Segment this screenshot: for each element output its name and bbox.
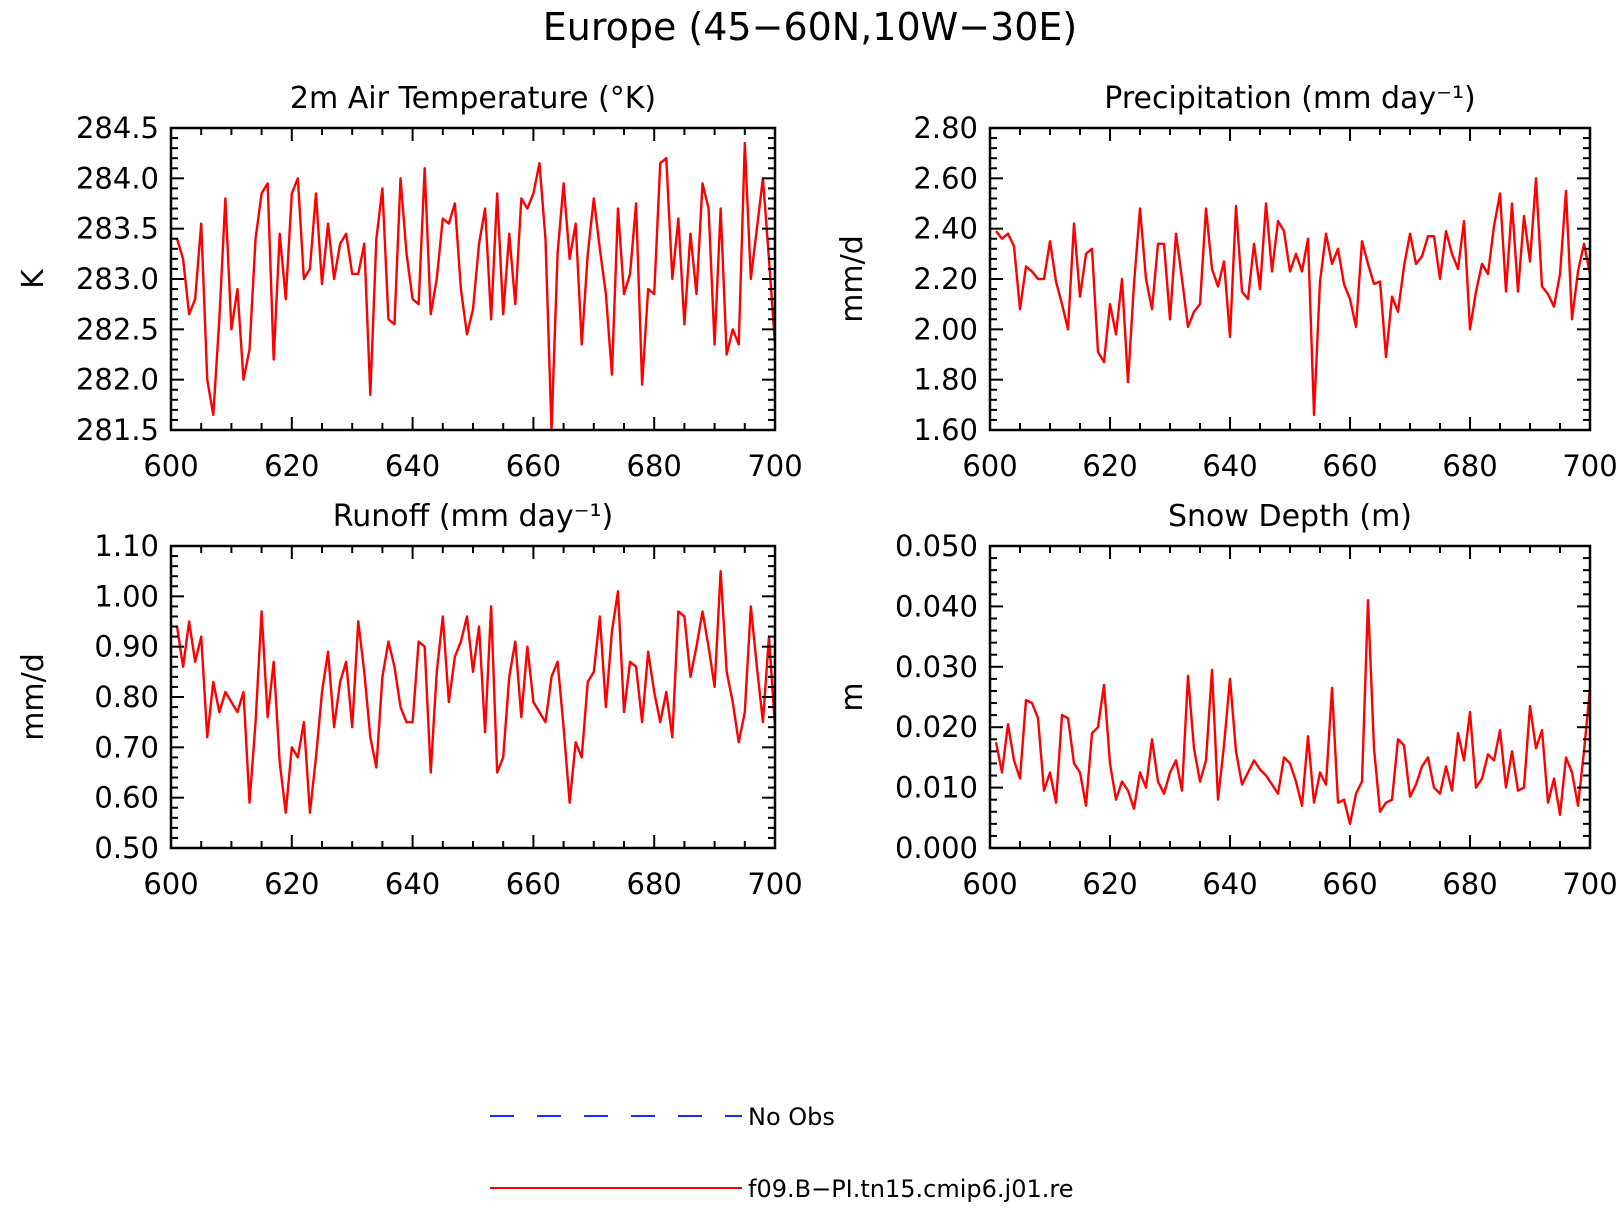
panels: 600 620 640 660 680 700 281.5 282.0 282.5 283.0 28… — [16, 81, 1618, 901]
series-line — [175, 141, 775, 430]
y-axis-label: K — [16, 268, 51, 289]
x-tick-label: 600 — [962, 867, 1017, 901]
y-axis-label: mm/d — [16, 653, 51, 741]
series-line — [175, 569, 775, 814]
y-tick-label: 2.20 — [913, 262, 978, 296]
y-tick-label: 283.0 — [76, 262, 159, 296]
y-tick-label: 0.60 — [94, 781, 159, 815]
y-tick-label: 0.020 — [895, 710, 978, 744]
x-tick-label: 620 — [264, 867, 319, 901]
y-tick-label: 1.10 — [94, 529, 159, 563]
x-tick-label: 660 — [1322, 867, 1377, 901]
y-tick-label: 284.5 — [76, 111, 159, 145]
x-tick-label: 700 — [747, 449, 802, 483]
y-axis-label: m — [835, 682, 870, 711]
x-tick-label: 660 — [506, 449, 561, 483]
series-line — [995, 177, 1590, 417]
y-tick-label: 283.5 — [76, 212, 159, 246]
x-tick-label: 700 — [1562, 867, 1617, 901]
y-tick-label: 282.0 — [76, 363, 159, 397]
y-tick-label: 1.60 — [913, 413, 978, 447]
x-tick-label: 600 — [143, 867, 198, 901]
y-tick-label: 2.80 — [913, 111, 978, 145]
panel-title: Precipitation (mm day⁻¹) — [1104, 81, 1475, 116]
panel-3: 600 620 640 660 680 700 0.50 0.60 0.70 0.80 0.90 1.… — [16, 499, 803, 901]
legend: No Obs f09.B−PI.tn15.cmip6.j01.re — [490, 1103, 1073, 1203]
y-tick-label: 2.00 — [913, 312, 978, 346]
panel-title: Snow Depth (m) — [1168, 499, 1412, 534]
y-tick-label: 0.000 — [895, 831, 978, 865]
y-axis-label: mm/d — [835, 235, 870, 323]
x-tick-label: 700 — [747, 867, 802, 901]
x-tick-label: 680 — [627, 449, 682, 483]
x-tick-label: 640 — [1202, 449, 1257, 483]
plot-frame — [988, 544, 1592, 850]
x-tick-label: 660 — [1322, 449, 1377, 483]
y-tick-label: 2.40 — [913, 212, 978, 246]
y-tick-label: 0.80 — [94, 680, 159, 714]
x-tick-label: 620 — [1082, 867, 1137, 901]
legend-label-2: f09.B−PI.tn15.cmip6.j01.re — [748, 1175, 1073, 1203]
panel-title: Runoff (mm day⁻¹) — [333, 499, 614, 534]
y-tick-label: 0.50 — [94, 831, 159, 865]
x-tick-label: 680 — [1442, 867, 1497, 901]
panel-1: 600 620 640 660 680 700 281.5 282.0 282.5 283.0 28… — [16, 81, 803, 483]
x-tick-label: 600 — [143, 449, 198, 483]
y-tick-label: 0.050 — [895, 529, 978, 563]
x-tick-label: 680 — [627, 867, 682, 901]
plot-frame — [988, 126, 1592, 432]
y-tick-label: 0.030 — [895, 650, 978, 684]
plot-frame — [169, 126, 777, 432]
x-tick-label: 620 — [1082, 449, 1137, 483]
x-tick-label: 680 — [1442, 449, 1497, 483]
y-tick-label: 0.040 — [895, 589, 978, 623]
figure-title: Europe (45−60N,10W−30E) — [543, 5, 1078, 49]
y-tick-label: 0.010 — [895, 771, 978, 805]
y-tick-label: 0.90 — [94, 630, 159, 664]
x-tick-label: 640 — [385, 449, 440, 483]
y-tick-label: 281.5 — [76, 413, 159, 447]
series-line — [994, 599, 1590, 826]
y-tick-label: 0.70 — [94, 730, 159, 764]
panel-2: 600 620 640 660 680 700 1.60 1.80 2.00 2.20 2.40 2.… — [835, 81, 1618, 483]
plot-frame — [169, 544, 777, 850]
x-tick-label: 660 — [506, 867, 561, 901]
y-tick-label: 1.00 — [94, 579, 159, 613]
legend-label-1: No Obs — [748, 1103, 835, 1131]
y-tick-label: 1.80 — [913, 363, 978, 397]
panel-4: 600 620 640 660 680 700 0.000 0.010 0.020 0.030 0.… — [835, 499, 1618, 901]
x-tick-label: 700 — [1562, 449, 1617, 483]
y-tick-label: 2.60 — [913, 161, 978, 195]
y-tick-label: 282.5 — [76, 312, 159, 346]
y-tick-label: 284.0 — [76, 161, 159, 195]
x-tick-label: 640 — [385, 867, 440, 901]
panel-title: 2m Air Temperature (°K) — [290, 81, 656, 116]
x-tick-label: 600 — [962, 449, 1017, 483]
x-tick-label: 620 — [264, 449, 319, 483]
x-tick-label: 640 — [1202, 867, 1257, 901]
